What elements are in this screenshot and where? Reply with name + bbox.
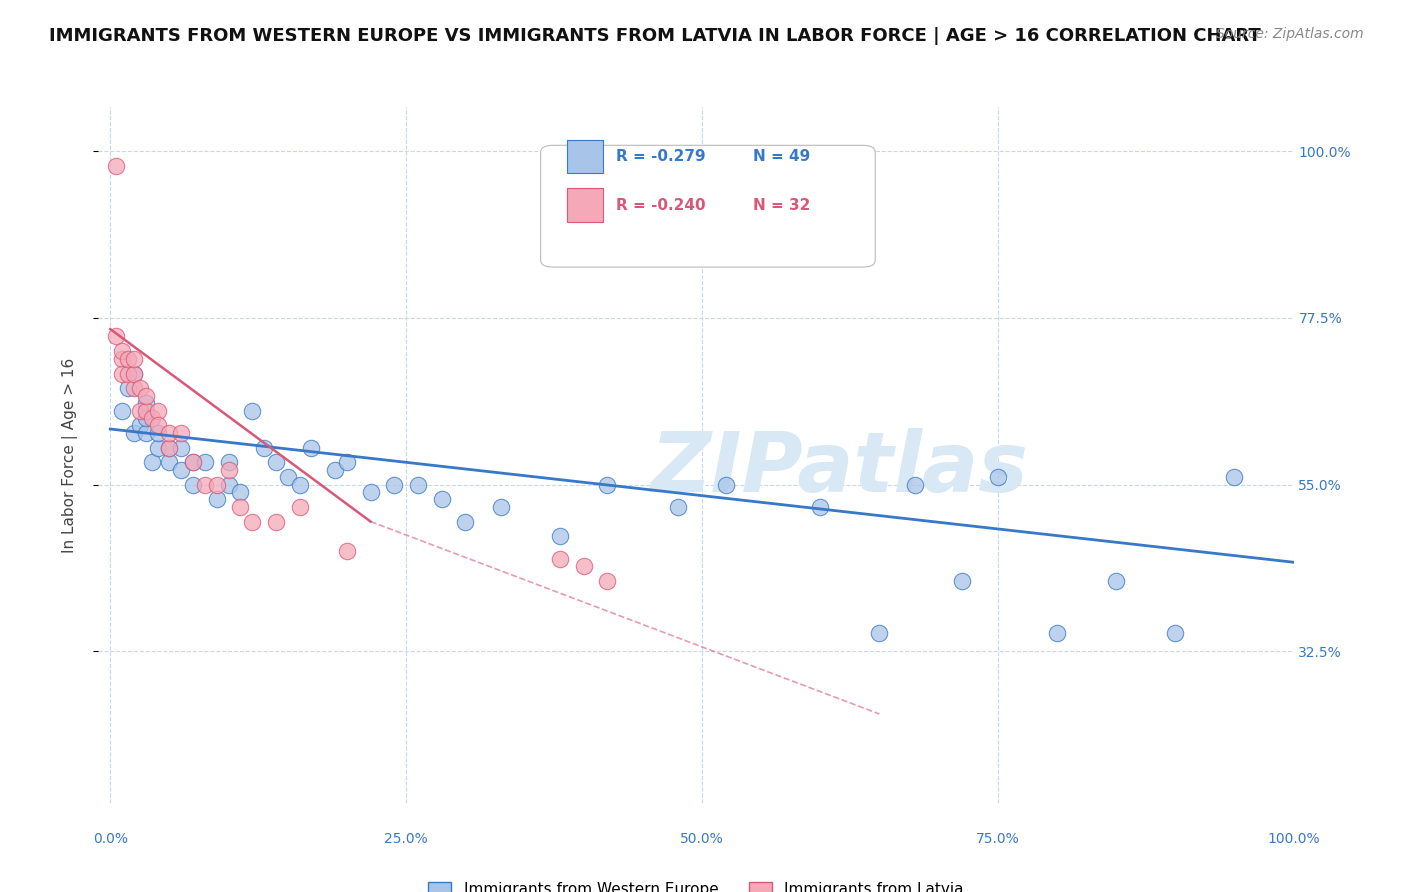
Point: [128, 381, 150, 395]
Point: [1223, 470, 1246, 484]
Text: R = -0.279: R = -0.279: [616, 149, 706, 164]
Point: [277, 470, 299, 484]
Point: [868, 625, 890, 640]
Point: [489, 500, 512, 514]
Point: [205, 492, 228, 507]
Point: [122, 351, 145, 366]
Point: [194, 477, 217, 491]
Point: [157, 441, 180, 455]
Point: [336, 455, 359, 469]
Point: [572, 558, 595, 573]
Point: [146, 441, 169, 455]
Point: [117, 381, 139, 395]
Point: [111, 344, 134, 359]
Point: [808, 500, 831, 514]
Point: [111, 351, 134, 366]
Point: [218, 477, 240, 491]
Point: [218, 455, 240, 469]
Point: [406, 477, 429, 491]
Point: [323, 463, 346, 477]
Point: [1164, 625, 1187, 640]
Point: [264, 455, 287, 469]
Text: ZIPatlas: ZIPatlas: [651, 428, 1028, 509]
Point: [666, 500, 689, 514]
Text: N = 49: N = 49: [754, 149, 811, 164]
Point: [240, 403, 263, 417]
FancyBboxPatch shape: [540, 145, 875, 267]
Point: [146, 403, 169, 417]
Text: 0.0%: 0.0%: [93, 832, 128, 847]
Point: [430, 492, 453, 507]
Point: [229, 500, 252, 514]
Point: [105, 159, 128, 173]
Point: [253, 441, 276, 455]
Legend: Immigrants from Western Europe, Immigrants from Latvia: Immigrants from Western Europe, Immigran…: [422, 876, 970, 892]
Bar: [567, 188, 603, 222]
Bar: [567, 140, 603, 173]
Text: 25.0%: 25.0%: [384, 832, 427, 847]
Point: [548, 551, 571, 566]
Point: [146, 418, 169, 433]
Point: [128, 403, 150, 417]
Point: [205, 477, 228, 491]
Point: [135, 403, 157, 417]
Point: [904, 477, 927, 491]
Point: [264, 515, 287, 529]
Point: [128, 418, 150, 433]
Point: [122, 367, 145, 381]
Text: 50.0%: 50.0%: [681, 832, 724, 847]
Point: [336, 544, 359, 558]
Text: IMMIGRANTS FROM WESTERN EUROPE VS IMMIGRANTS FROM LATVIA IN LABOR FORCE | AGE > : IMMIGRANTS FROM WESTERN EUROPE VS IMMIGR…: [49, 27, 1261, 45]
Point: [288, 500, 311, 514]
Point: [181, 477, 204, 491]
Text: 100.0%: 100.0%: [1267, 832, 1320, 847]
Point: [135, 425, 157, 440]
Point: [135, 389, 157, 403]
Point: [596, 574, 619, 588]
Point: [181, 455, 204, 469]
Point: [122, 425, 145, 440]
Point: [299, 441, 322, 455]
Point: [170, 463, 193, 477]
Point: [596, 477, 619, 491]
Point: [157, 455, 180, 469]
Point: [117, 367, 139, 381]
Point: [141, 411, 163, 425]
Point: [117, 351, 139, 366]
Point: [170, 425, 193, 440]
Point: [141, 455, 163, 469]
Point: [288, 477, 311, 491]
Point: [105, 329, 128, 343]
Point: [240, 515, 263, 529]
Point: [157, 425, 180, 440]
Point: [382, 477, 405, 491]
Y-axis label: In Labor Force | Age > 16: In Labor Force | Age > 16: [62, 358, 77, 552]
Point: [122, 381, 145, 395]
Point: [360, 484, 382, 499]
Point: [950, 574, 973, 588]
Point: [135, 411, 157, 425]
Text: N = 32: N = 32: [754, 198, 811, 212]
Point: [170, 441, 193, 455]
Point: [146, 425, 169, 440]
Point: [454, 515, 477, 529]
Point: [111, 367, 134, 381]
Point: [181, 455, 204, 469]
Point: [987, 470, 1010, 484]
Point: [1105, 574, 1128, 588]
Point: [135, 396, 157, 410]
Point: [111, 403, 134, 417]
Point: [229, 484, 252, 499]
Point: [122, 367, 145, 381]
Text: Source: ZipAtlas.com: Source: ZipAtlas.com: [1216, 27, 1364, 41]
Point: [548, 529, 571, 543]
Point: [194, 455, 217, 469]
Point: [1046, 625, 1069, 640]
Point: [218, 463, 240, 477]
Text: R = -0.240: R = -0.240: [616, 198, 706, 212]
Text: 75.0%: 75.0%: [976, 832, 1019, 847]
Point: [714, 477, 737, 491]
Point: [157, 441, 180, 455]
